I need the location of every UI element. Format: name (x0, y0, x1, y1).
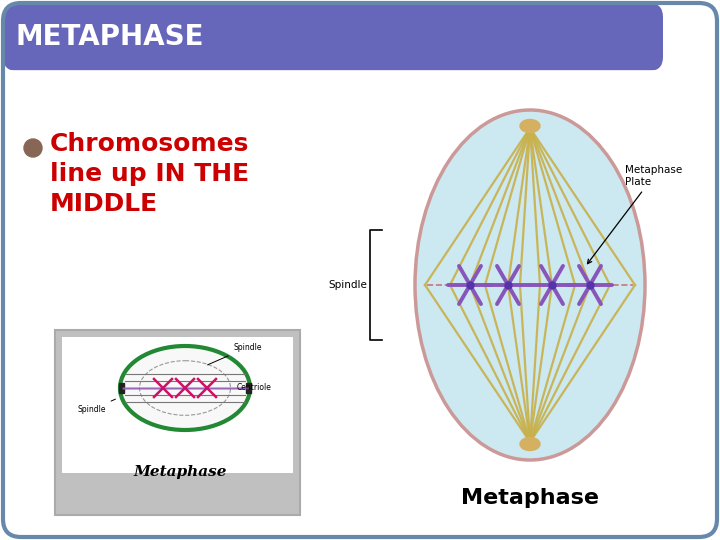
Text: Spindle: Spindle (328, 280, 367, 290)
Bar (246, 383, 251, 393)
Text: Metaphase: Metaphase (133, 465, 227, 479)
FancyBboxPatch shape (3, 3, 663, 71)
Text: METAPHASE: METAPHASE (16, 23, 204, 51)
Text: Chromosomes: Chromosomes (50, 132, 249, 156)
Text: line up IN THE: line up IN THE (50, 162, 249, 186)
Ellipse shape (520, 437, 540, 450)
FancyBboxPatch shape (62, 337, 293, 473)
Text: Centriole: Centriole (237, 383, 272, 392)
FancyBboxPatch shape (55, 330, 300, 515)
Circle shape (24, 139, 42, 157)
Ellipse shape (120, 346, 250, 430)
Text: Spindle: Spindle (207, 343, 261, 365)
Text: MIDDLE: MIDDLE (50, 192, 158, 216)
Ellipse shape (415, 110, 645, 460)
Ellipse shape (520, 119, 540, 132)
Text: Spindle: Spindle (78, 399, 115, 414)
Text: Metaphase: Metaphase (461, 488, 599, 508)
Text: Metaphase
Plate: Metaphase Plate (588, 165, 683, 264)
Bar (119, 383, 124, 393)
